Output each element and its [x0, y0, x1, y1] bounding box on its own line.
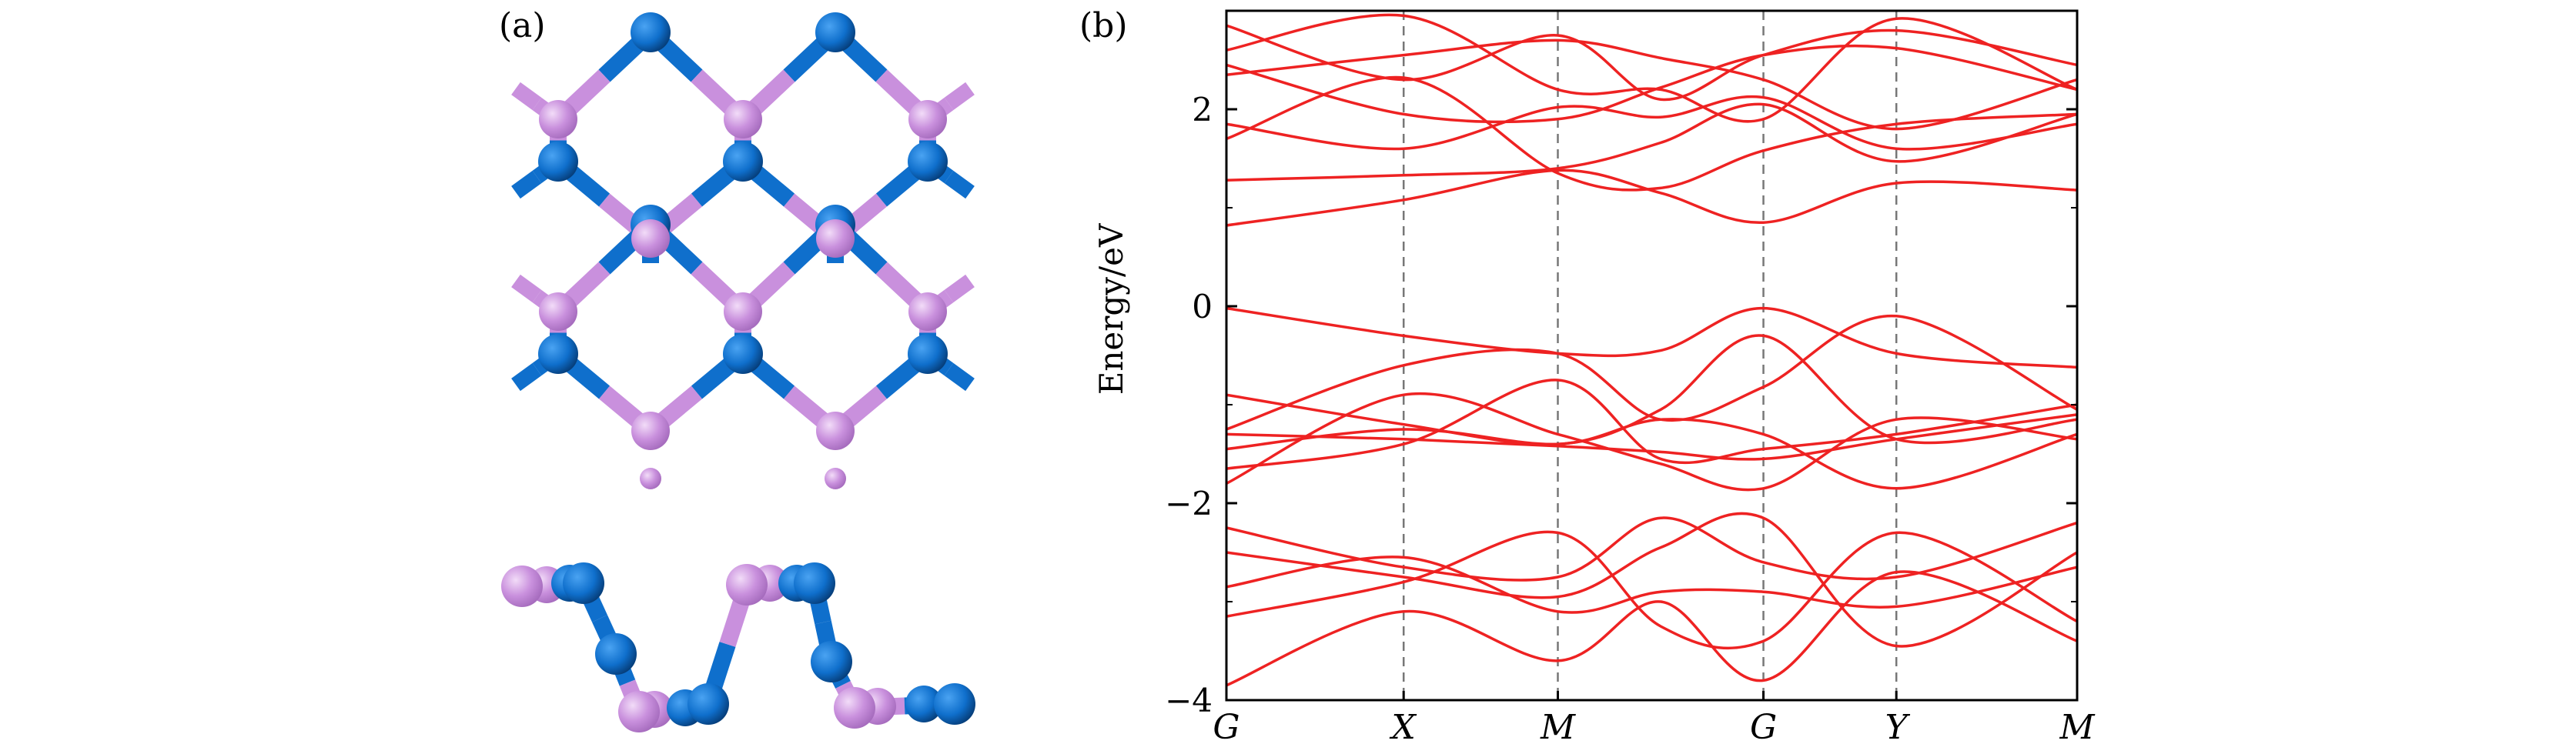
- panel-b-label: (b): [1079, 6, 1128, 45]
- y-tick-label: 0: [1192, 288, 1213, 325]
- band-line-11: [1226, 413, 2077, 461]
- structure-side-view: [501, 562, 975, 732]
- bands: [1226, 13, 2077, 687]
- y-tick-label: 2: [1192, 91, 1213, 128]
- band-line-12: [1226, 418, 2077, 490]
- band-line-5: [1226, 44, 2077, 124]
- band-line-8: [1226, 306, 2077, 369]
- panel-a-label: (a): [499, 6, 546, 45]
- structure-top-view: [511, 12, 975, 489]
- kpoint-label: G: [1750, 708, 1777, 747]
- atoms: [501, 562, 975, 732]
- plot-frame: [1225, 9, 2079, 702]
- kpoint-label: Y: [1885, 708, 1911, 747]
- kpoint-label: M: [2059, 708, 2095, 747]
- atoms: [538, 12, 948, 489]
- kpoint-label: M: [1540, 708, 1576, 747]
- kpoint-label: X: [1390, 708, 1417, 747]
- band-line-16: [1226, 512, 2077, 648]
- band-line-18: [1226, 530, 2077, 650]
- band-line-4: [1226, 38, 2077, 131]
- band-line-13: [1226, 379, 2077, 470]
- band-line-15: [1226, 516, 2077, 582]
- band-line-19: [1226, 570, 2077, 687]
- band-line-14: [1226, 392, 2077, 492]
- y-tick-label: −4: [1165, 682, 1213, 719]
- band-line-17: [1226, 555, 2077, 614]
- band-line-7: [1226, 24, 2077, 102]
- band-line-6: [1226, 13, 2077, 123]
- kpoint-label: G: [1213, 708, 1239, 747]
- band-line-3: [1226, 95, 2077, 151]
- band-line-0: [1226, 168, 2077, 227]
- y-axis-title: Energy/eV: [1092, 223, 1130, 395]
- band-line-2: [1226, 75, 2077, 192]
- y-tick-label: −2: [1165, 485, 1213, 522]
- band-line-1: [1226, 102, 2077, 182]
